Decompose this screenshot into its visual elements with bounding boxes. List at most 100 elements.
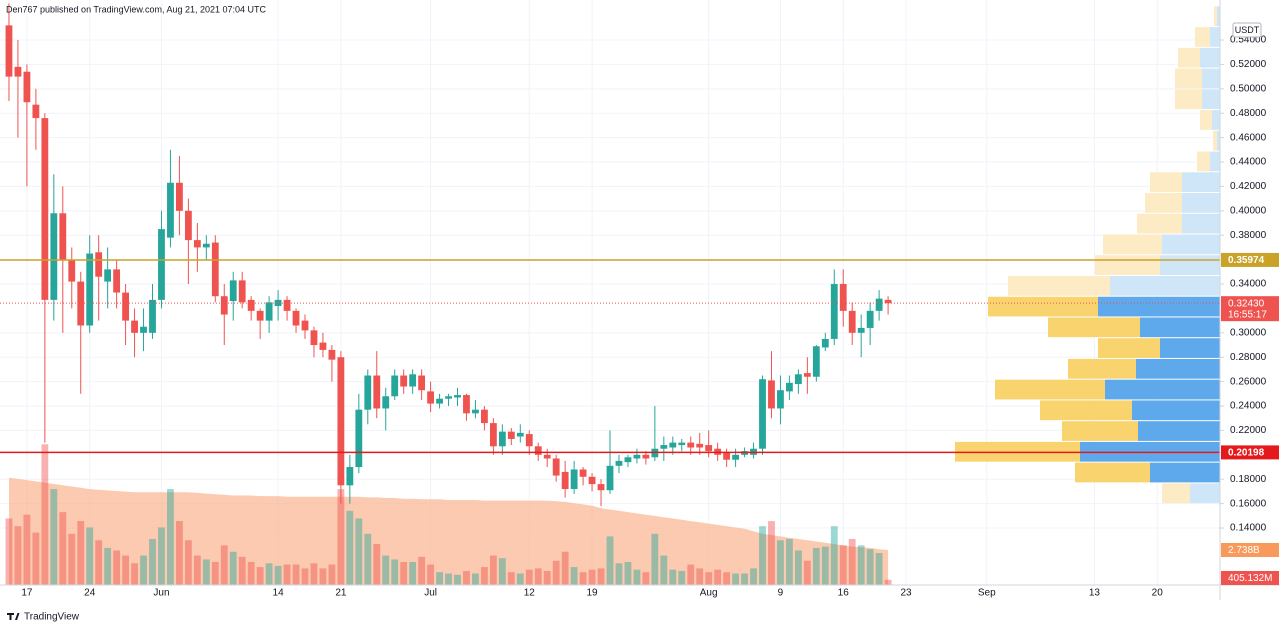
profile-up: [1210, 151, 1220, 172]
volume-bar: [507, 572, 515, 585]
x-tick-label: 9: [778, 588, 784, 599]
profile-up: [1202, 68, 1220, 89]
profile-up: [1132, 400, 1220, 421]
candle-body: [642, 454, 650, 459]
volume-bar: [705, 572, 713, 585]
profile-up: [1105, 379, 1220, 400]
candle-body: [525, 434, 533, 447]
candle-body: [283, 299, 291, 311]
volume-bar: [436, 572, 443, 585]
profile-up: [1136, 358, 1220, 379]
price-lines: [0, 259, 1220, 454]
candle-body: [588, 476, 596, 485]
candle-body: [839, 284, 847, 311]
x-tick-label: 12: [524, 588, 536, 599]
volume-bar: [660, 555, 668, 585]
volume-ma-area: [9, 477, 889, 585]
volume-bar: [265, 563, 273, 585]
candle-body: [786, 382, 793, 392]
candle-body: [445, 396, 452, 399]
candle-body: [481, 409, 488, 424]
candle-body: [95, 252, 103, 277]
volume-bar: [355, 518, 363, 585]
profile-down: [1095, 255, 1160, 275]
header: Den767 published on TradingView.com, Aug…: [6, 4, 267, 14]
volume-bar: [794, 550, 802, 585]
candle-body: [427, 391, 434, 404]
y-tick-label: 0.52000: [1230, 59, 1267, 70]
y-tick-label: 0.50000: [1230, 83, 1267, 94]
candle-body: [472, 409, 479, 414]
candle-body: [570, 469, 578, 489]
candle-body: [436, 398, 443, 404]
volume: [5, 444, 892, 585]
candle-body: [229, 280, 237, 302]
volume-bar: [597, 568, 605, 585]
volume-bar: [391, 559, 399, 585]
volume-bar: [606, 536, 614, 585]
profile-down: [1062, 421, 1138, 441]
y-tick-label: 0.16000: [1230, 498, 1267, 509]
y-tick-label: 0.40000: [1230, 205, 1267, 216]
profile-up: [1098, 296, 1220, 317]
candle-body: [821, 338, 829, 348]
profile-up: [1110, 275, 1220, 296]
candle-body: [149, 299, 156, 333]
candle-body: [516, 432, 524, 437]
profile-down: [1068, 358, 1136, 379]
countdown: 16:55:17: [1228, 309, 1267, 320]
candle-body: [220, 296, 228, 315]
volume-badge-label: 2.738B: [1228, 545, 1260, 556]
price-badge: [1221, 252, 1279, 267]
volume-bar: [678, 570, 686, 585]
volume-bar: [642, 572, 650, 585]
y-tick-label: 0.44000: [1230, 157, 1267, 168]
volume-bar: [498, 558, 506, 585]
last-price-badge: [1221, 296, 1279, 322]
volume-bar: [328, 564, 336, 585]
candle-body: [167, 182, 174, 238]
profile-up: [1140, 317, 1220, 338]
volume-bar: [884, 579, 892, 585]
volume-bar: [857, 545, 865, 585]
candle-body: [633, 454, 641, 459]
candle-body: [14, 66, 22, 77]
candle-body: [337, 357, 345, 486]
volume-bar: [812, 547, 820, 585]
x-tick-label: 14: [273, 588, 285, 599]
volume-bar: [256, 567, 264, 585]
x-tick-label: Jun: [153, 588, 169, 599]
candle-body: [777, 390, 784, 409]
y-tick-label: 0.26000: [1230, 376, 1267, 387]
volume-bar: [427, 564, 434, 585]
candle-body: [59, 213, 67, 260]
volume-bar: [238, 556, 246, 585]
candle-body: [140, 326, 147, 333]
profile-up: [1160, 338, 1220, 358]
volume-bar: [211, 561, 219, 585]
candle-body: [400, 375, 408, 387]
candle-body: [489, 423, 497, 447]
x-tick-label: 13: [1089, 588, 1101, 599]
volume-bar: [202, 559, 210, 585]
volume-bar: [5, 518, 13, 585]
candle-body: [373, 375, 381, 409]
profile-down: [1075, 462, 1150, 483]
volume-bar: [552, 560, 560, 585]
profile-up: [1138, 421, 1220, 441]
profile-down: [1162, 483, 1190, 504]
candle-body: [113, 269, 121, 293]
candle-body: [122, 292, 129, 321]
x-tick-label: 17: [21, 588, 33, 599]
volume-bar: [445, 573, 452, 585]
profile-up: [1200, 47, 1220, 68]
volume-bar: [50, 489, 58, 585]
y-tick-label: 0.22000: [1230, 425, 1267, 436]
volume-bar: [750, 568, 757, 585]
candle-body: [543, 454, 551, 459]
profile-down: [1214, 6, 1217, 27]
candle-body: [301, 320, 309, 331]
volume-bar: [418, 556, 426, 585]
volume-bar: [723, 572, 731, 585]
volume-bar: [382, 555, 390, 585]
